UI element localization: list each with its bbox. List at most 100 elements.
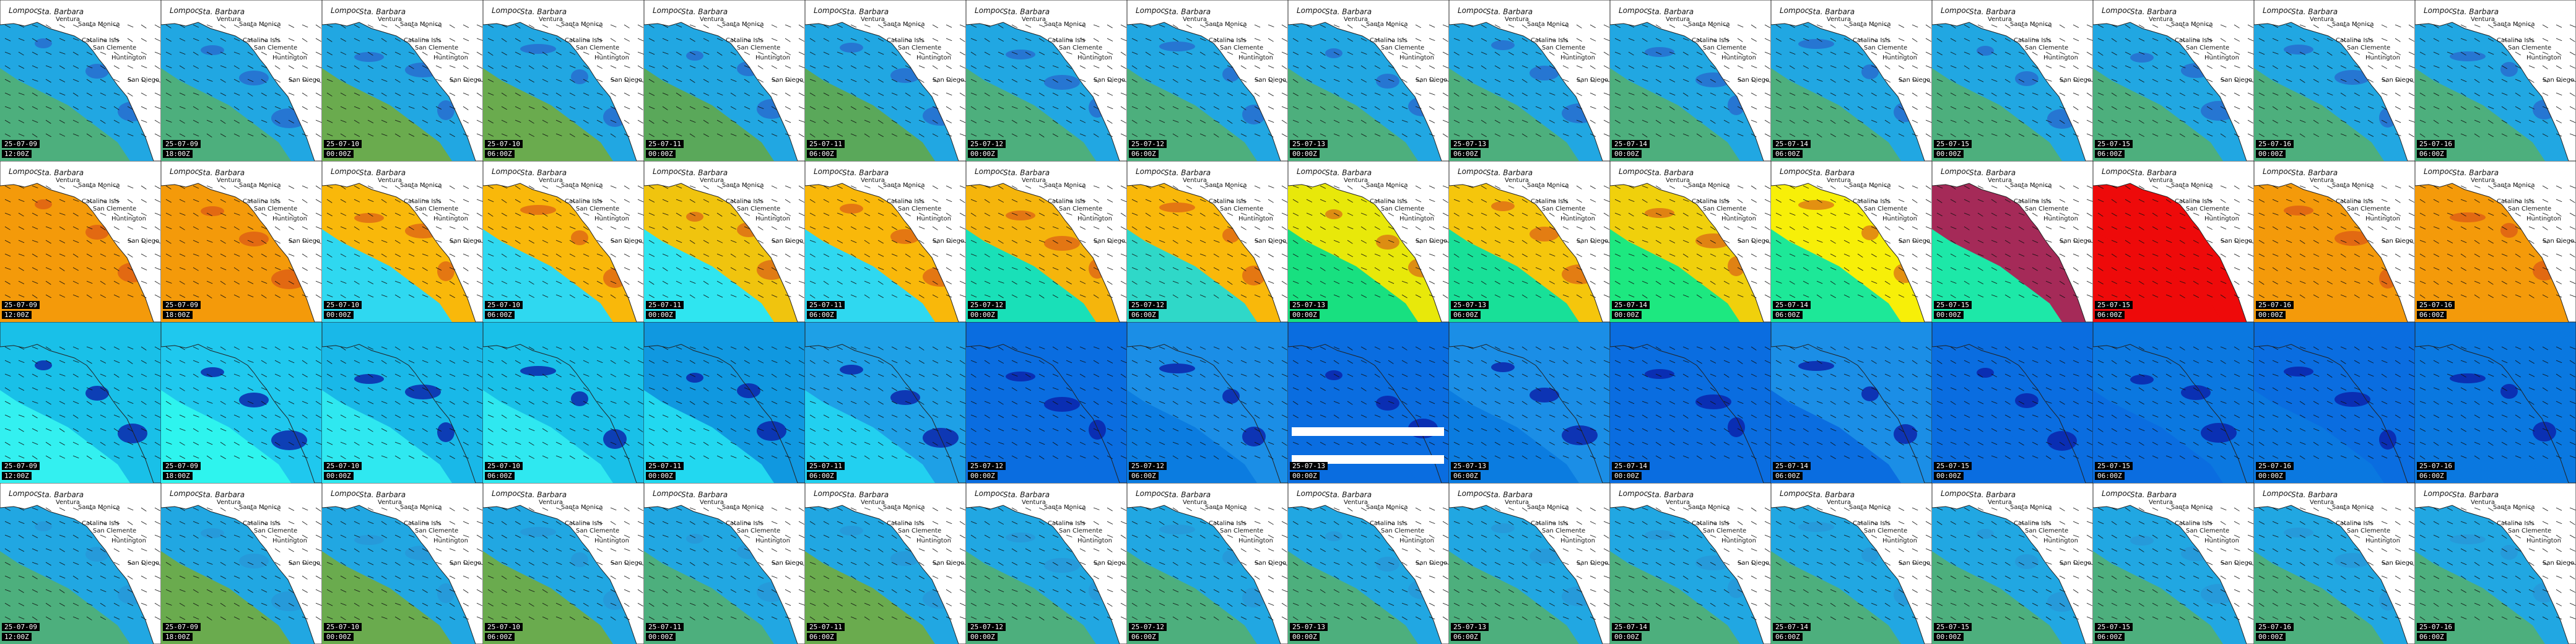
- field-shading: [161, 161, 322, 322]
- map-tile: 25-07-10 00:00Z: [322, 322, 483, 483]
- place-label: Huntington: [272, 215, 307, 222]
- field-shading: [1610, 483, 1771, 644]
- place-label: Ventura: [700, 499, 724, 506]
- place-label: Ventura: [2310, 177, 2334, 184]
- place-label: Santa Monica: [722, 182, 764, 189]
- date-stamp: 25-07-11: [807, 140, 845, 148]
- place-label: Ventura: [1827, 16, 1852, 23]
- date-stamp: 25-07-13: [1451, 623, 1489, 631]
- map-tile: Lompoc Sta. Barbara Ventura Santa Monica Cat…: [1932, 483, 2093, 644]
- time-stamp: 00:00Z: [1290, 633, 1320, 641]
- date-stamp: 25-07-14: [1773, 301, 1811, 309]
- place-label: San Diego: [128, 560, 160, 567]
- field-shading: [644, 161, 805, 322]
- place-label: Sta. Barbara: [37, 7, 84, 16]
- place-label: Ventura: [56, 16, 80, 23]
- date-stamp: 25-07-12: [968, 140, 1006, 148]
- place-label: Lompoc: [1941, 489, 1970, 498]
- place-label: Lompoc: [653, 489, 682, 498]
- map-tile: 25-07-13 06:00Z: [1449, 322, 1610, 483]
- field-shading: [322, 161, 483, 322]
- place-label: San Clemente: [898, 206, 942, 212]
- place-label: Ventura: [2310, 16, 2334, 23]
- map-tile: Lompoc Sta. Barbara Ventura Santa Monica Cat…: [644, 0, 805, 161]
- place-label: Lompoc: [653, 6, 682, 15]
- place-label: San Clemente: [254, 528, 298, 534]
- place-label: Lompoc: [653, 167, 682, 176]
- place-label: San Clemente: [1059, 206, 1103, 212]
- place-label: Santa Monica: [400, 504, 442, 511]
- map-tile: 25-07-16 00:00Z: [2254, 322, 2415, 483]
- place-label: San Diego: [289, 560, 321, 567]
- place-label: San Clemente: [1220, 528, 1264, 534]
- place-label: Catalina Isls: [243, 37, 281, 44]
- place-label: Sta. Barbara: [37, 168, 84, 177]
- place-label: Huntington: [1560, 215, 1595, 222]
- time-stamp: 06:00Z: [2417, 633, 2447, 641]
- place-label: Santa Monica: [2332, 504, 2374, 511]
- place-label: San Diego: [1577, 238, 1609, 245]
- place-label: Santa Monica: [1527, 21, 1569, 28]
- place-label: San Diego: [1577, 560, 1609, 567]
- place-label: Lompoc: [170, 489, 199, 498]
- place-label: Catalina Isls: [1531, 198, 1569, 205]
- date-stamp: 25-07-09: [163, 140, 201, 148]
- field-shading: [0, 0, 161, 161]
- field-shading: [2093, 483, 2254, 644]
- place-label: Santa Monica: [722, 504, 764, 511]
- place-label: San Clemente: [576, 528, 620, 534]
- time-stamp: 00:00Z: [1290, 311, 1320, 319]
- place-label: Huntington: [594, 54, 629, 61]
- place-label: Ventura: [2471, 499, 2496, 506]
- place-label: Sta. Barbara: [1486, 490, 1533, 499]
- map-tile: Lompoc Sta. Barbara Ventura Santa Monica Cat…: [1610, 0, 1771, 161]
- place-label: Huntington: [1721, 215, 1756, 222]
- map-tile: 25-07-11 06:00Z: [805, 322, 966, 483]
- place-label: Sta. Barbara: [1647, 168, 1694, 177]
- map-tile: Lompoc Sta. Barbara Ventura Santa Monica Cat…: [805, 483, 966, 644]
- place-label: San Clemente: [737, 206, 781, 212]
- field-shading: [161, 483, 322, 644]
- date-stamp: 25-07-12: [968, 623, 1006, 631]
- place-label: Ventura: [378, 16, 402, 23]
- time-stamp: 06:00Z: [1129, 150, 1159, 158]
- place-label: Lompoc: [2102, 6, 2131, 15]
- map-tile: Lompoc Sta. Barbara Ventura Santa Monica Cat…: [644, 483, 805, 644]
- time-stamp: 06:00Z: [1773, 472, 1803, 480]
- time-stamp: 00:00Z: [324, 633, 354, 641]
- time-stamp: 00:00Z: [324, 150, 354, 158]
- place-label: Catalina Isls: [887, 37, 925, 44]
- map-tile: Lompoc Sta. Barbara Ventura Santa Monica Cat…: [966, 483, 1127, 644]
- place-label: Ventura: [1666, 177, 1690, 184]
- map-tile: Lompoc Sta. Barbara Ventura Santa Monica Cat…: [1127, 0, 1288, 161]
- place-label: Ventura: [1666, 499, 1690, 506]
- place-label: Huntington: [1882, 215, 1917, 222]
- place-label: Santa Monica: [239, 21, 281, 28]
- time-stamp: 06:00Z: [2417, 472, 2447, 480]
- place-label: Santa Monica: [561, 21, 603, 28]
- place-label: Huntington: [2365, 215, 2400, 222]
- place-label: Lompoc: [9, 6, 38, 15]
- field-shading: [1288, 0, 1449, 161]
- place-label: Huntington: [111, 537, 146, 544]
- date-stamp: 25-07-16: [2256, 301, 2294, 309]
- place-label: Santa Monica: [2171, 504, 2213, 511]
- field-shading: [1771, 322, 1932, 483]
- place-label: San Clemente: [1864, 45, 1908, 51]
- place-label: Lompoc: [1619, 167, 1648, 176]
- place-label: Sta. Barbara: [1486, 168, 1533, 177]
- place-label: Catalina Isls: [1692, 520, 1730, 527]
- place-label: Catalina Isls: [726, 37, 764, 44]
- place-label: San Clemente: [1059, 45, 1103, 51]
- place-label: Santa Monica: [2010, 504, 2052, 511]
- place-label: Ventura: [56, 499, 80, 506]
- place-label: Catalina Isls: [1209, 520, 1247, 527]
- place-label: Catalina Isls: [1853, 198, 1891, 205]
- place-label: San Clemente: [415, 45, 459, 51]
- place-label: Ventura: [2471, 177, 2496, 184]
- white-band: [1292, 427, 1444, 436]
- time-stamp: 06:00Z: [1129, 472, 1159, 480]
- field-shading: [1127, 483, 1288, 644]
- map-tile: Lompoc Sta. Barbara Ventura Santa Monica Cat…: [1127, 161, 1288, 322]
- place-label: Catalina Isls: [1370, 520, 1408, 527]
